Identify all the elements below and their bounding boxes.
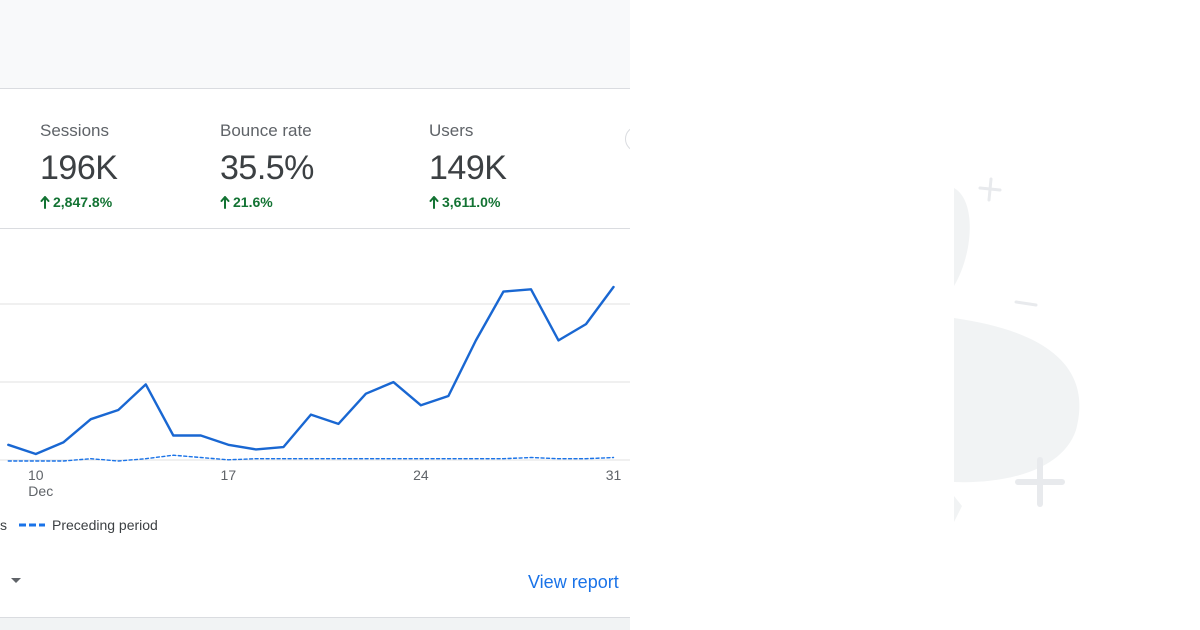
metric-value: 196K	[40, 149, 118, 187]
decor-shape	[954, 496, 962, 522]
plus-icon	[1015, 457, 1065, 507]
x-tick-label: 10	[28, 467, 44, 483]
metric-label: Sessions	[40, 121, 109, 140]
plus-icon	[978, 177, 1002, 202]
metric-sessions[interactable]: Sessions 196K 2,847.8%	[40, 121, 118, 210]
card-bottom-band	[0, 618, 630, 630]
minus-icon	[1014, 300, 1038, 307]
arrow-up-icon	[429, 195, 439, 209]
arrow-up-icon	[220, 195, 230, 209]
chart-legend: s Preceding period	[0, 517, 158, 533]
metric-change: 3,611.0%	[429, 194, 506, 210]
view-report-link[interactable]: View report	[528, 572, 619, 592]
series-line-current-period	[7, 285, 615, 456]
metric-bounce-rate[interactable]: Bounce rate 35.5% 21.6%	[220, 121, 314, 210]
x-tick-label: 31	[606, 467, 622, 483]
metric-change: 2,847.8%	[40, 194, 117, 210]
metric-selector-button[interactable]	[625, 126, 630, 152]
x-tick-sublabel: Dec	[28, 483, 53, 499]
metric-change-value: 3,611.0%	[442, 194, 501, 210]
metric-value: 149K	[429, 149, 507, 187]
series-line-preceding-period	[7, 454, 615, 462]
x-tick-label: 24	[413, 467, 429, 483]
legend-label-preceding-period: Preceding period	[52, 517, 158, 533]
card-header-band	[0, 0, 630, 89]
decor-shape	[954, 318, 1080, 483]
dropdown-caret-icon[interactable]	[11, 578, 21, 583]
divider	[0, 228, 630, 229]
metric-users[interactable]: Users 149K 3,611.0%	[429, 121, 507, 210]
legend-truncated-label: s	[0, 517, 7, 533]
arrow-up-icon	[40, 195, 50, 209]
metric-label: Bounce rate	[220, 121, 312, 140]
decorative-illustration	[954, 177, 1080, 522]
report-card: Sessions 196K 2,847.8% Bounce rate 35.5%…	[0, 0, 630, 630]
metric-label: Users	[429, 121, 474, 140]
x-tick-label: 17	[221, 467, 237, 483]
metric-change-value: 21.6%	[233, 194, 273, 210]
metric-change: 21.6%	[220, 194, 314, 210]
legend-dashed-line-icon	[19, 523, 45, 527]
metric-change-value: 2,847.8%	[53, 194, 113, 210]
card-bottom-divider	[0, 617, 630, 618]
metric-value: 35.5%	[220, 149, 314, 187]
decor-shape	[954, 188, 970, 286]
